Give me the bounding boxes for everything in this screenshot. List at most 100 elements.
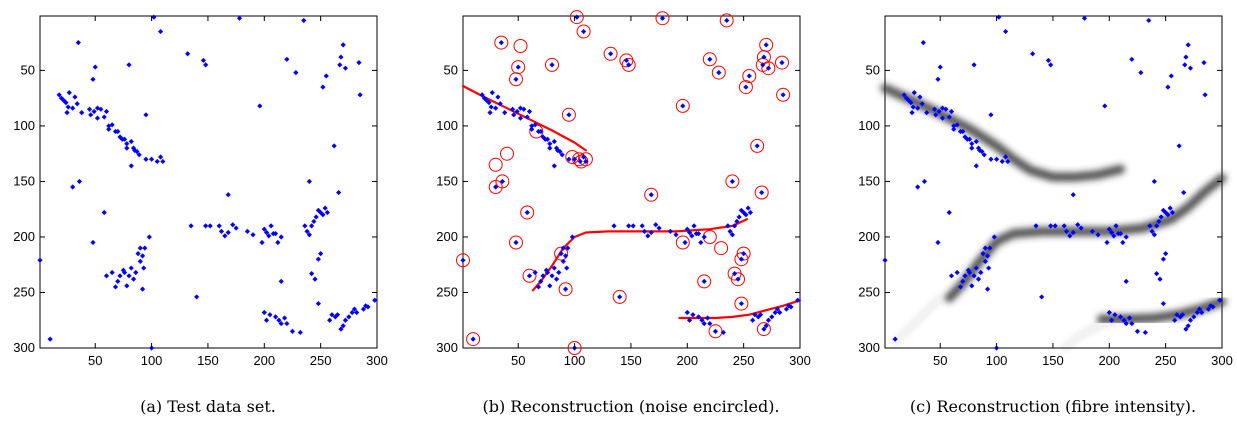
data-point-45 <box>981 152 987 158</box>
data-point-33 <box>538 128 544 135</box>
data-point-52 <box>562 286 569 292</box>
data-point-124 <box>741 251 747 257</box>
data-point-46 <box>980 251 986 257</box>
data-point-145 <box>1191 314 1197 320</box>
caption-c: (c) Reconstruction (fibre intensity). <box>910 397 1196 416</box>
data-point-153 <box>788 304 794 310</box>
data-point-9 <box>915 105 921 111</box>
data-point-155 <box>707 56 713 62</box>
data-point-139 <box>1185 42 1191 48</box>
data-point-107 <box>284 320 290 327</box>
data-point-62 <box>128 265 134 271</box>
data-point-115 <box>306 232 312 238</box>
data-point-151 <box>360 306 367 312</box>
data-point-123 <box>747 209 754 216</box>
data-point-87 <box>236 15 243 21</box>
data-point-127 <box>1151 178 1157 185</box>
data-point-44 <box>134 148 140 155</box>
data-point-151 <box>1205 306 1212 312</box>
data-point-57 <box>117 273 123 279</box>
data-point-68 <box>571 156 578 162</box>
data-point-144 <box>765 317 772 323</box>
data-point-129 <box>315 300 321 307</box>
data-point-103 <box>1117 314 1124 320</box>
data-point-8 <box>487 110 493 116</box>
data-point-33 <box>115 128 121 135</box>
noise-circle-9 <box>522 268 537 283</box>
data-point-39 <box>971 62 977 68</box>
data-point-83 <box>648 229 654 236</box>
noise-circle-1 <box>466 332 481 347</box>
fibre-intensity-1 <box>944 173 1227 303</box>
fibre-intensity-0 <box>880 83 1126 182</box>
noise-circle-54 <box>675 235 690 250</box>
y-tick-label: 200 <box>436 229 458 244</box>
data-point-27 <box>935 239 941 246</box>
data-point-38 <box>969 141 975 147</box>
data-point-144 <box>1187 317 1194 323</box>
data-point-111 <box>720 329 726 336</box>
data-point-143 <box>340 323 346 329</box>
data-point-16 <box>931 106 938 112</box>
data-point-79 <box>1048 62 1054 68</box>
data-point-103 <box>272 314 279 320</box>
data-point-131 <box>1168 73 1174 79</box>
data-point-0 <box>37 257 43 263</box>
data-point-113 <box>725 223 731 229</box>
noise-circle-8 <box>520 205 535 220</box>
data-point-108 <box>278 278 284 284</box>
data-point-130 <box>1165 84 1171 90</box>
data-point-36 <box>544 136 551 142</box>
data-point-152 <box>363 303 369 309</box>
data-point-52 <box>139 286 146 292</box>
data-point-85 <box>233 225 239 231</box>
y-tick-label: 300 <box>436 340 458 355</box>
y-tick-label: 150 <box>858 173 880 188</box>
data-point-67 <box>1002 28 1009 35</box>
data-point-63 <box>975 276 982 282</box>
data-point-112 <box>301 17 307 24</box>
data-point-78 <box>207 223 213 229</box>
data-point-113 <box>302 223 308 229</box>
data-point-122 <box>322 205 328 211</box>
data-point-100 <box>684 309 690 316</box>
x-tick-label: 150 <box>1042 353 1064 368</box>
data-point-28 <box>946 209 952 216</box>
data-point-60 <box>547 283 553 289</box>
data-point-103 <box>695 314 702 320</box>
fibre-intensity-4 <box>892 295 943 345</box>
data-point-16 <box>86 106 93 112</box>
points-b <box>460 14 801 351</box>
noise-circle-7 <box>509 235 523 250</box>
data-point-154 <box>795 297 801 303</box>
data-point-21 <box>515 64 521 70</box>
data-point-64 <box>133 269 139 276</box>
data-point-83 <box>1070 229 1076 236</box>
data-point-150 <box>356 60 362 66</box>
data-point-138 <box>1183 54 1189 60</box>
data-point-109 <box>289 328 296 334</box>
data-point-75 <box>194 294 200 300</box>
x-tick-label: 50 <box>511 353 525 368</box>
data-point-80 <box>1061 223 1067 229</box>
data-point-124 <box>1163 251 1169 257</box>
data-point-1 <box>892 336 898 342</box>
data-point-128 <box>1154 271 1160 277</box>
data-point-106 <box>281 315 288 321</box>
data-point-45 <box>559 152 565 158</box>
data-point-31 <box>109 122 115 128</box>
data-point-46 <box>558 251 564 257</box>
data-point-153 <box>365 304 371 310</box>
noise-circle-43 <box>776 87 791 102</box>
data-point-20 <box>517 115 524 121</box>
data-point-110 <box>716 70 722 76</box>
data-point-10 <box>495 94 501 100</box>
data-point-61 <box>971 273 977 279</box>
data-point-143 <box>763 323 769 329</box>
data-point-1 <box>47 336 53 342</box>
data-point-110 <box>1138 70 1144 76</box>
data-point-12 <box>498 40 504 46</box>
noise-circle-35 <box>742 69 757 83</box>
data-point-21 <box>937 64 943 70</box>
noise-circle-13 <box>561 107 576 122</box>
